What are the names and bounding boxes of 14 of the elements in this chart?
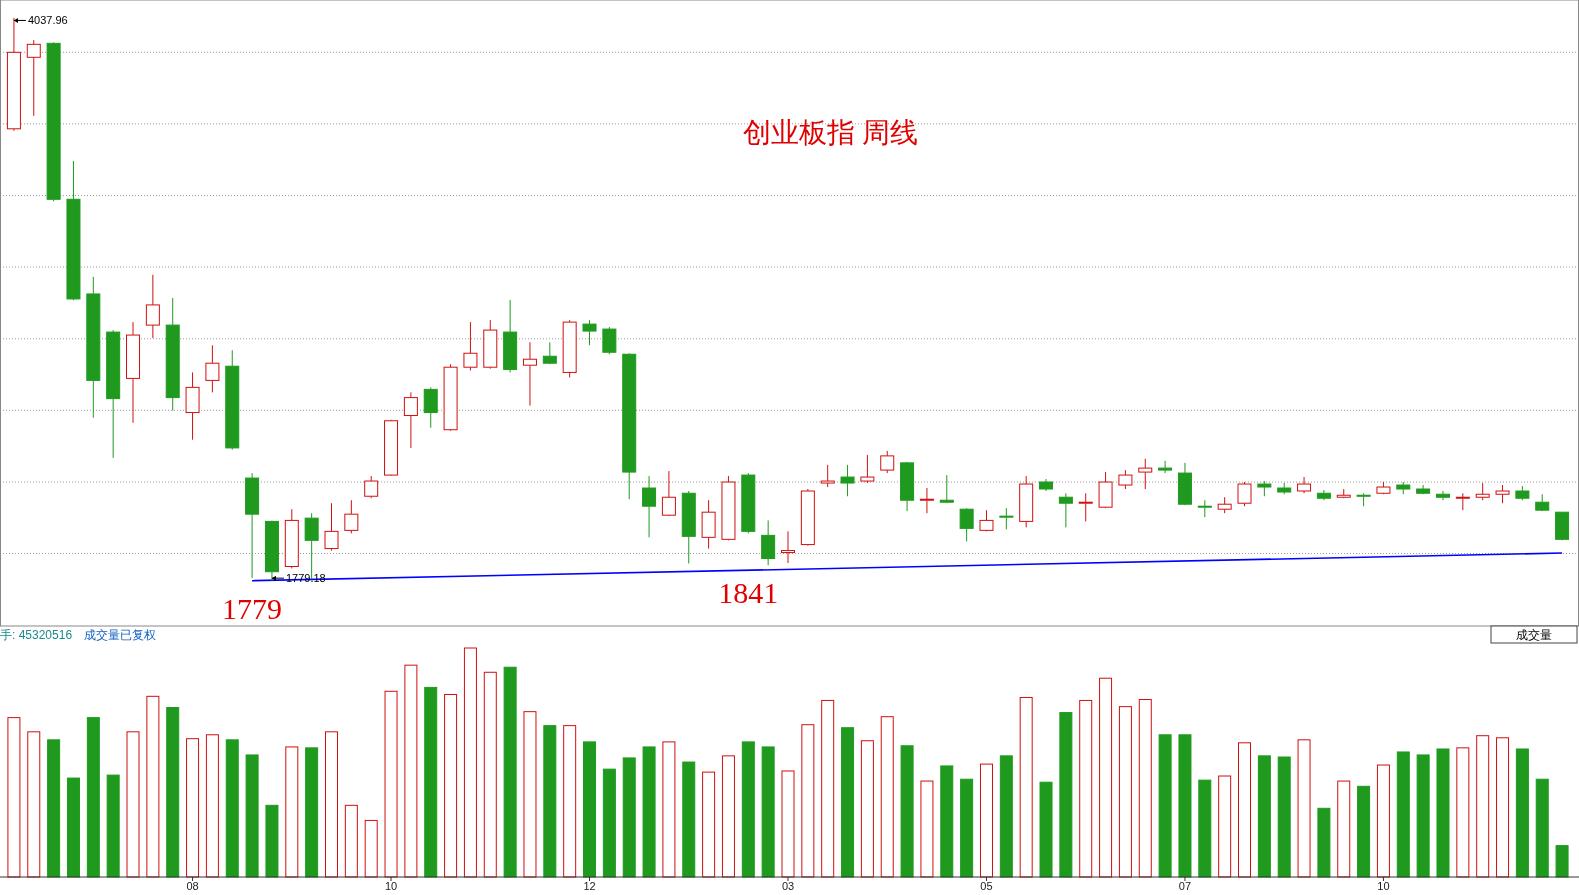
text: 成交量 (1516, 628, 1552, 642)
annotation: 1841 (718, 576, 779, 610)
annotation: 1779 (221, 591, 282, 625)
x-tick-label: 12 (583, 880, 596, 892)
x-tick-label: 03 (781, 880, 795, 892)
x-tick-label: 05 (980, 880, 993, 892)
annotation: 4037.96 (27, 14, 68, 27)
text: 创业板指 周线 (742, 117, 918, 148)
text: 手: 45320516 (0, 628, 73, 642)
x-tick-label: 08 (186, 880, 199, 892)
text: 成交量已复权 (84, 628, 157, 642)
x-tick-label: 10 (1377, 880, 1390, 892)
x-tick-label: 07 (1178, 880, 1192, 892)
x-tick-label: 10 (384, 880, 398, 892)
